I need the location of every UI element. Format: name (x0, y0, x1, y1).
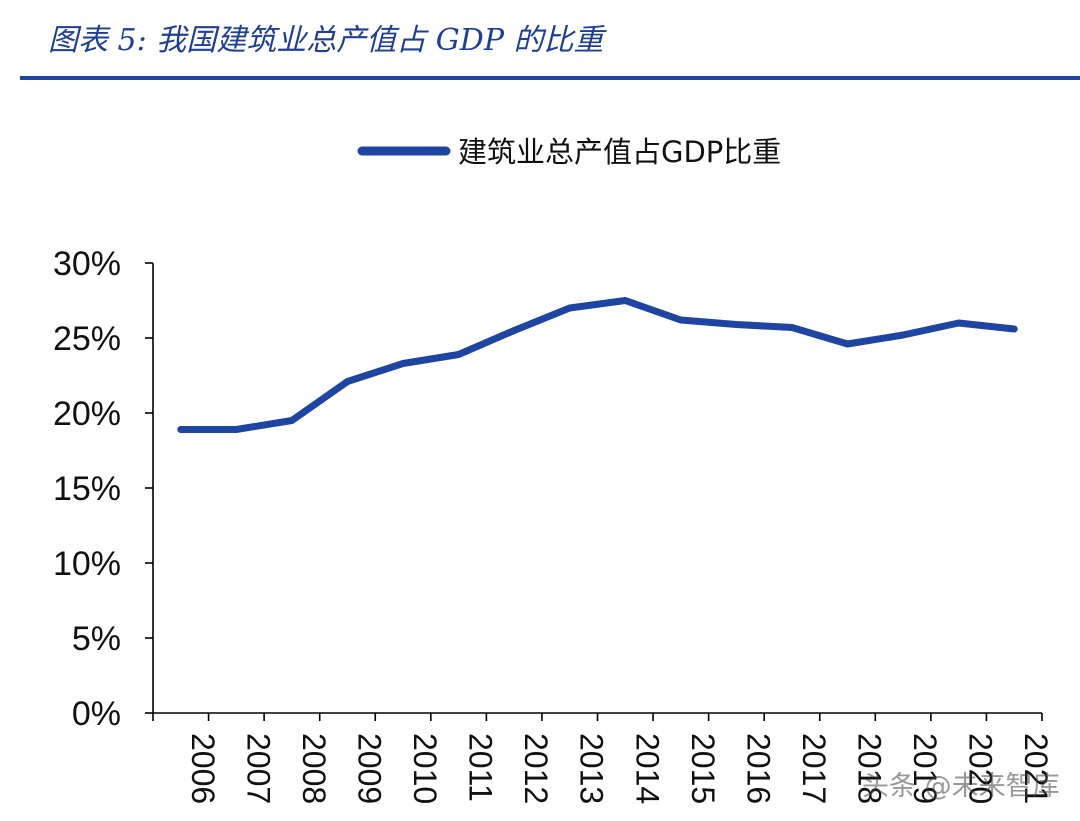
figure-title: 图表 5: 我国建筑业总产值占 GDP 的比重 (48, 23, 608, 58)
data-point (733, 321, 740, 328)
y-tick-label: 20% (53, 395, 121, 433)
data-point (455, 351, 462, 358)
x-tick-label: 2017 (796, 733, 832, 804)
data-point (177, 426, 184, 433)
data-point (288, 417, 296, 424)
data-point (844, 340, 851, 348)
data-point (899, 331, 907, 339)
data-point (566, 304, 573, 312)
x-tick-label: 2018 (852, 733, 888, 804)
y-axis-ticks: 0% 5% 10% 15% 20% 25% 30% (53, 245, 153, 733)
watermark: 头条 @未来智库 (862, 771, 1060, 802)
title-rule (20, 76, 1080, 80)
y-tick-label: 15% (53, 470, 121, 508)
legend-label: 建筑业总产值占GDP比重 (458, 135, 781, 169)
x-tick-label: 2008 (296, 733, 332, 804)
y-tick-label: 5% (72, 620, 121, 658)
data-point (399, 360, 407, 367)
x-tick-label: 2010 (407, 733, 443, 804)
data-point (233, 426, 240, 433)
x-tick-label: 2006 (185, 733, 221, 804)
data-point (511, 327, 518, 334)
y-tick-label: 10% (53, 545, 121, 583)
x-tick-label: 2014 (629, 733, 665, 804)
data-point (677, 316, 684, 324)
data-point (788, 324, 796, 331)
data-point (1011, 325, 1018, 333)
x-tick-label: 2009 (351, 733, 387, 804)
x-tick-label: 2013 (574, 733, 610, 804)
y-tick-label: 25% (53, 320, 121, 358)
data-point (622, 297, 629, 304)
x-tick-label: 2007 (240, 733, 276, 804)
x-tick-label: 2012 (518, 733, 554, 804)
x-axis-ticks: 2006 2007 2008 2009 2010 2011 2012 2013 2014 2015… (152, 713, 1054, 804)
x-tick-label: 2021 (1018, 733, 1054, 804)
series-line (177, 297, 1018, 433)
x-tick-label: 2015 (685, 733, 721, 804)
x-tick-label: 2020 (963, 733, 999, 804)
x-tick-label: 2016 (740, 733, 776, 804)
data-point (955, 319, 962, 327)
y-tick-label: 30% (53, 245, 121, 283)
x-tick-label: 2019 (907, 733, 943, 804)
y-tick-label: 0% (72, 695, 121, 733)
x-tick-label: 2011 (463, 733, 499, 802)
series-layer (177, 297, 1018, 433)
legend: 建筑业总产值占GDP比重 (357, 135, 781, 169)
data-point (344, 378, 351, 385)
